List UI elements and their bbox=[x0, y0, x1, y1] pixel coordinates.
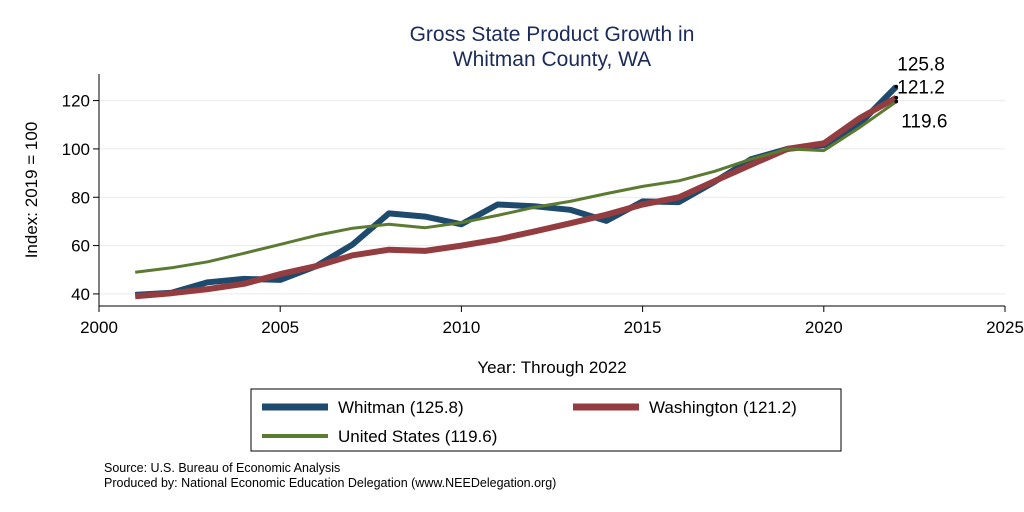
x-axis-label: Year: Through 2022 bbox=[477, 358, 626, 377]
y-axis-label: Index: 2019 = 100 bbox=[22, 122, 41, 259]
end-label-0: 125.8 bbox=[897, 55, 945, 76]
produced-by-note: Produced by: National Economic Education… bbox=[104, 476, 556, 490]
series-lines bbox=[134, 84, 899, 300]
x-tick-label: 2020 bbox=[805, 318, 843, 337]
x-tick-label: 2025 bbox=[986, 318, 1024, 337]
chart-title-line-2: Whitman County, WA bbox=[453, 48, 651, 71]
series-line-1 bbox=[134, 95, 898, 300]
x-tick-label: 2015 bbox=[624, 318, 662, 337]
source-note: Source: U.S. Bureau of Economic Analysis bbox=[104, 461, 340, 475]
legend-label-0: Whitman (125.8) bbox=[338, 398, 464, 417]
y-tick-label: 120 bbox=[62, 92, 90, 111]
y-tick-label: 40 bbox=[71, 285, 90, 304]
legend: Whitman (125.8) Washington (121.2) United … bbox=[262, 398, 797, 446]
axis-ticks: 40 60 80 100 120 2000 2005 2010 2015 2020 2025 bbox=[62, 92, 1024, 337]
plot-area bbox=[99, 74, 1005, 306]
end-point-2 bbox=[894, 99, 899, 104]
x-tick-label: 2005 bbox=[261, 318, 299, 337]
x-tick-label: 2000 bbox=[80, 318, 118, 337]
gridlines bbox=[99, 100, 1005, 295]
legend-box bbox=[250, 388, 842, 452]
end-point-0 bbox=[894, 84, 899, 89]
end-label-2: 119.6 bbox=[901, 112, 947, 133]
end-label-1: 121.2 bbox=[897, 78, 945, 99]
y-tick-label: 80 bbox=[71, 188, 90, 207]
chart-title-line-1: Gross State Product Growth in bbox=[410, 23, 695, 46]
y-tick-label: 100 bbox=[62, 140, 90, 159]
end-point-1 bbox=[894, 95, 899, 100]
legend-label-1: Washington (121.2) bbox=[649, 398, 797, 417]
series-line-2 bbox=[135, 100, 898, 274]
x-tick-label: 2010 bbox=[442, 318, 480, 337]
y-tick-label: 60 bbox=[71, 237, 90, 256]
legend-label-2: United States (119.6) bbox=[338, 427, 497, 446]
